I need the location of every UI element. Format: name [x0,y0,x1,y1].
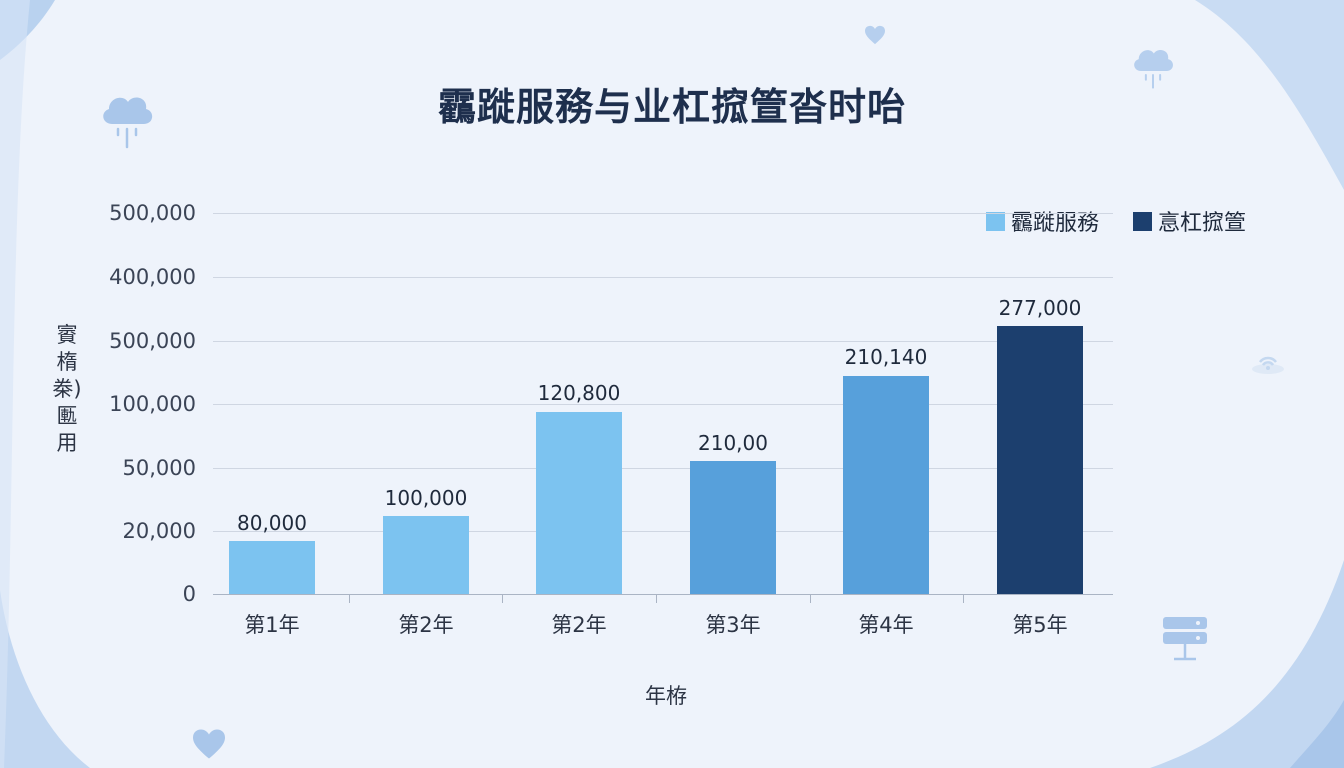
heart-icon [865,25,885,45]
bar-value-label: 277,000 [998,296,1082,320]
legend-swatch-light [986,211,1005,231]
y-tick-label: 500,000 [109,329,196,353]
bar-value-label: 100,000 [384,486,468,510]
bar-value-label: 210,140 [844,345,928,369]
y-tick-label: 50,000 [122,456,196,480]
bar-year-2b[interactable] [536,412,622,594]
y-tick-label: 0 [182,582,196,606]
y-tick-label: 400,000 [109,265,196,289]
chart-legend: 靏蹝服務 悥杠搲箮 [986,205,1280,237]
bar-value-label: 80,000 [237,511,307,535]
bar-value-label: 210,00 [698,431,768,455]
x-tick-label: 第4年 [858,613,914,637]
grid-line [213,404,1113,405]
x-tick-label: 第2年 [398,613,454,637]
cloud-rain-icon [103,97,153,149]
heart-icon [193,729,225,759]
x-tick-label: 第2年 [551,613,607,637]
x-tick-mark [349,594,350,603]
x-tick-label: 第3年 [705,613,761,637]
y-axis-title: 賨楕桊)匭用 [52,323,82,455]
legend-label: 靏蹝服務 [1011,211,1100,236]
x-tick-mark [502,594,503,603]
y-tick-label: 20,000 [122,519,196,543]
x-tick-mark [656,594,657,603]
bar-year-4[interactable] [843,376,929,594]
x-axis-line [213,594,1113,595]
server-icon [1163,617,1207,661]
cloud-rain-icon [1134,49,1173,89]
grid-line [213,341,1113,342]
x-tick-mark [963,594,964,603]
bar-value-label: 120,800 [537,381,621,405]
chart-title: 靏蹝服務与业杠搲箮沓时咍 [437,85,906,129]
grid-line [213,531,1113,532]
bar-year-3[interactable] [690,461,776,594]
legend-label: 悥杠搲箮 [1158,211,1247,236]
x-tick-label: 第1年 [244,613,300,637]
x-tick-label: 第5年 [1012,613,1068,637]
bar-year-5[interactable] [997,326,1083,594]
y-tick-label: 100,000 [109,392,196,416]
y-tick-label: 500,000 [109,201,196,225]
bar-year-2[interactable] [383,516,469,594]
x-axis-title: 年栫 [645,684,687,708]
legend-item-series-2[interactable]: 悥杠搲箮 [1133,205,1246,237]
grid-line [213,277,1113,278]
legend-swatch-dark [1133,211,1153,231]
x-tick-mark [810,594,811,603]
grid-line [213,468,1113,469]
grid-line [213,213,1113,214]
legend-item-series-1[interactable]: 靏蹝服務 [986,205,1099,237]
bar-year-1[interactable] [229,541,315,594]
wifi-icon [1252,356,1284,374]
